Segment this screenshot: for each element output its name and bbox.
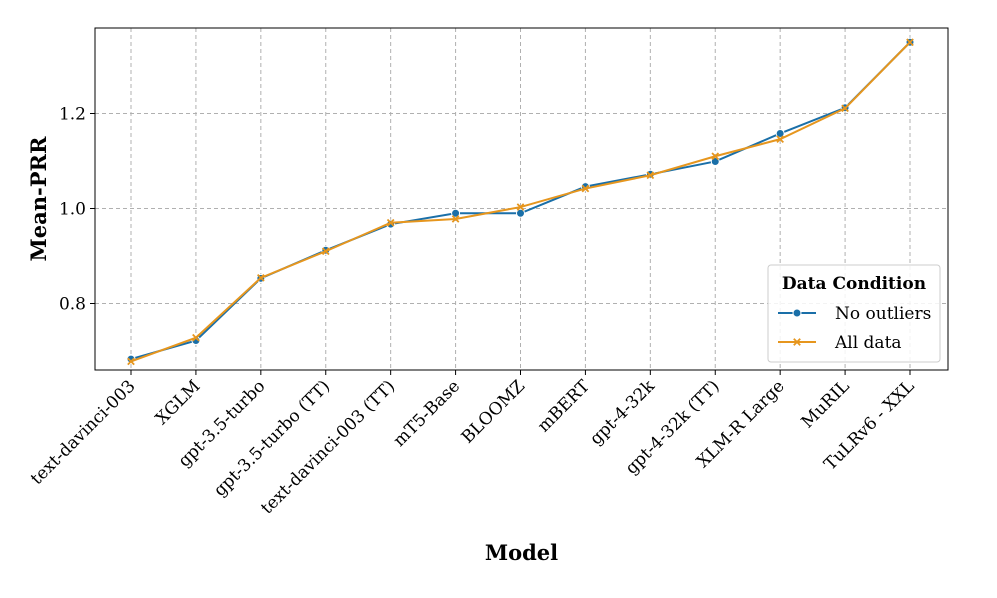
- legend-swatch-marker: [793, 338, 801, 346]
- data-point: [775, 128, 785, 138]
- data-point: [516, 208, 525, 218]
- legend: Data Condition No outliers All data: [767, 264, 941, 363]
- data-point: [192, 333, 200, 342]
- plot-area-frame: [94, 27, 949, 371]
- data-point: [711, 152, 720, 161]
- y-axis-ticks: 0.8 1.0 1.2: [59, 105, 95, 315]
- x-tick-label: XGLM: [152, 376, 205, 429]
- data-point: [256, 274, 265, 282]
- legend-swatch-marker: [792, 308, 802, 318]
- data-point: [127, 357, 135, 366]
- legend-title: Data Condition: [782, 274, 926, 294]
- y-tick-label: 0.8: [59, 295, 86, 315]
- series-1: [127, 38, 914, 366]
- data-point: [516, 203, 525, 211]
- legend-label: No outliers: [835, 304, 931, 324]
- x-tick-label: mBERT: [534, 376, 594, 436]
- x-axis-title: Model: [485, 540, 558, 565]
- x-tick-label: mT5-Base: [390, 376, 465, 451]
- legend-entry: All data: [778, 333, 902, 353]
- x-tick-label: BLOOMZ: [458, 376, 529, 447]
- data-point: [906, 38, 914, 47]
- data-point: [451, 215, 460, 223]
- grid-lines: [95, 28, 948, 370]
- data-point: [451, 208, 461, 218]
- legend-box: [767, 264, 941, 363]
- data-point: [646, 171, 655, 180]
- y-tick-label: 1.2: [59, 105, 86, 125]
- y-tick-label: 1.0: [59, 200, 86, 220]
- series-layer: [126, 37, 915, 366]
- legend-label: All data: [834, 333, 902, 353]
- x-tick-label: text-davinci-003 (TT): [257, 376, 399, 518]
- data-point: [841, 104, 849, 113]
- x-tick-label: text-davinci-003: [27, 376, 140, 489]
- data-point: [386, 218, 395, 227]
- x-tick-label: MuRIL: [798, 376, 854, 432]
- x-tick-label: gpt-3.5-turbo (TT): [210, 376, 334, 500]
- data-point: [581, 184, 590, 193]
- y-axis-title: Mean-PRR: [26, 136, 51, 261]
- data-point: [776, 135, 785, 143]
- legend-entry: No outliers: [778, 304, 931, 324]
- legend-entries: No outliers All data: [778, 304, 931, 353]
- data-point: [321, 247, 330, 256]
- x-axis-ticks: text-davinci-003 XGLMgpt-3.5-turbogpt-3.5…: [27, 370, 919, 518]
